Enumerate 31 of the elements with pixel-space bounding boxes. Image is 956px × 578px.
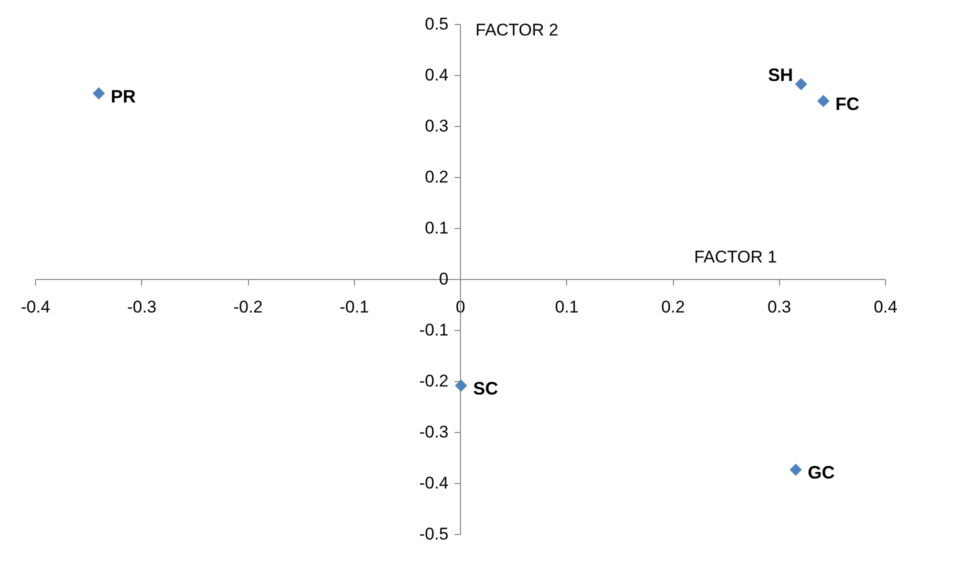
x-tick-label: 0.1 <box>554 298 579 316</box>
y-tick-label: 0.1 <box>424 218 448 238</box>
x-tick-label: -0.2 <box>233 298 263 316</box>
annotation: FC <box>835 94 860 114</box>
x-tick-label: 0.4 <box>874 298 898 316</box>
y-axis-title: FACTOR 2 <box>476 20 558 40</box>
y-tick-label: 0.3 <box>424 116 448 136</box>
point <box>454 379 468 392</box>
y-tick-label: 0.2 <box>424 168 448 186</box>
x-tick-label: 0.3 <box>767 298 792 316</box>
x-tick-label: -0.1 <box>340 298 369 316</box>
y-tick-label: -0.3 <box>419 422 448 442</box>
y-tick-label: 0.5 <box>424 14 448 34</box>
x-tick-label: -0.3 <box>127 298 156 316</box>
y-tick-label: -0.5 <box>419 524 448 544</box>
y-tick-label: -0.2 <box>419 372 448 390</box>
y-tick-label: -0.1 <box>419 320 448 340</box>
y-tick-label: -0.4 <box>419 474 448 492</box>
annotation: SC <box>473 378 498 399</box>
point <box>794 78 808 90</box>
annotation: GC <box>808 462 835 483</box>
point <box>92 87 105 100</box>
annotation: SH <box>768 65 794 86</box>
point <box>790 464 802 476</box>
y-tick-label: 0 <box>439 270 448 288</box>
x-axis-title: FACTOR 1 <box>694 248 777 266</box>
annotation: PR <box>110 86 136 106</box>
x-tick-label: 0.2 <box>661 298 685 316</box>
x-tick-label: -0.4 <box>20 298 50 316</box>
point <box>817 94 830 108</box>
y-tick-label: 0.4 <box>424 66 448 84</box>
